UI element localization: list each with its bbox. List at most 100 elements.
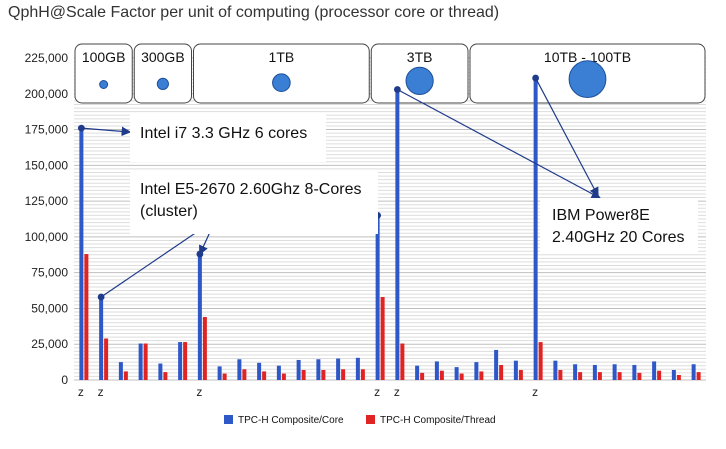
annotation-arrow (397, 88, 602, 199)
annotation-arrow (535, 77, 599, 198)
bar-core (99, 296, 104, 380)
y-tick-label: 175,000 (25, 123, 69, 137)
bar-core (138, 343, 143, 380)
group-bubble (272, 73, 291, 92)
y-tick-label: 125,000 (25, 194, 69, 208)
annotation-text: IBM Power8E (552, 207, 650, 224)
bar-core (513, 360, 518, 380)
bar-core (237, 359, 242, 380)
annotation-box (130, 114, 326, 162)
data-point-marker (77, 124, 85, 132)
bar-thread (657, 370, 662, 380)
z-label: z (532, 385, 538, 399)
y-tick-label: 75,000 (31, 266, 68, 280)
bar-core (296, 359, 301, 380)
bar-thread (400, 343, 405, 380)
bar-thread (301, 369, 306, 380)
legend-swatch (224, 415, 233, 424)
bar-thread (637, 372, 642, 380)
bar-core (257, 362, 262, 380)
group-bubble (156, 77, 169, 91)
bar-thread (499, 364, 504, 380)
bar-thread (538, 342, 543, 380)
bar-thread (479, 371, 484, 380)
bar-core (573, 364, 578, 380)
bar-core (355, 357, 360, 380)
bar-thread (360, 369, 365, 380)
annotation-text: Intel i7 3.3 GHz 6 cores (140, 125, 307, 142)
bar-thread (518, 369, 523, 380)
z-label: z (374, 385, 380, 399)
data-point-marker (393, 86, 401, 93)
bar-thread (84, 254, 89, 380)
y-tick-label: 225,000 (25, 51, 69, 65)
bar-thread (341, 369, 346, 380)
bar-core (217, 366, 222, 380)
legend-label: TPC-H Composite/Thread (380, 415, 496, 426)
group-bubble (99, 80, 109, 89)
bar-thread (676, 374, 681, 380)
z-label: z (98, 385, 104, 399)
z-label: z (196, 385, 202, 399)
bar-core (652, 361, 657, 380)
chart-title: QphH@Scale Factor per unit of computing … (8, 4, 500, 21)
bar-core (592, 364, 597, 380)
bar-thread (439, 370, 444, 380)
y-tick-label: 50,000 (31, 301, 68, 315)
bar-thread (143, 343, 148, 380)
group-label: 10TB - 100TB (544, 49, 631, 65)
group-bubble (568, 60, 607, 98)
bar-core (415, 365, 420, 380)
bar-core (336, 358, 341, 380)
bar-thread (163, 372, 168, 380)
bar-thread (558, 369, 563, 380)
bar-core (474, 362, 479, 380)
bar-core (158, 363, 163, 380)
group-label: 1TB (269, 49, 295, 65)
y-tick-label: 200,000 (25, 87, 69, 101)
z-label: z (394, 385, 400, 399)
bar-thread (242, 369, 247, 380)
z-label: z (78, 385, 84, 399)
bar-core (494, 349, 499, 380)
bar-core (197, 254, 202, 380)
bar-thread (104, 338, 109, 380)
annotation-box (130, 172, 378, 234)
y-tick-label: 25,000 (31, 337, 68, 351)
group-label: 3TB (407, 49, 433, 65)
legend-swatch (366, 415, 375, 424)
bar-core (79, 128, 84, 380)
bar-core (395, 89, 400, 381)
y-tick-label: 100,000 (25, 230, 69, 244)
annotation-arrow (81, 126, 132, 137)
annotation-text: (cluster) (140, 203, 198, 220)
data-point-marker (97, 293, 105, 301)
bar-thread (183, 342, 188, 380)
annotation-text: 2.40GHz 20 Cores (552, 229, 685, 246)
bar-core (632, 364, 637, 380)
group-box (133, 43, 192, 104)
legend-label: TPC-H Composite/Core (238, 415, 344, 426)
group-bubble (405, 66, 434, 96)
bar-core (375, 215, 380, 380)
bar-core (533, 78, 538, 380)
bar-core (276, 365, 281, 380)
bar-thread (262, 371, 267, 380)
group-label: 100GB (82, 49, 126, 65)
bar-core (671, 369, 676, 380)
bar-core (178, 342, 183, 380)
bar-core (316, 359, 321, 380)
bar-thread (222, 373, 227, 380)
bar-core (434, 361, 439, 380)
group-label: 300GB (141, 49, 185, 65)
bar-thread (578, 372, 583, 380)
bar-thread (696, 372, 701, 380)
group-box (74, 43, 133, 104)
bar-thread (321, 369, 326, 380)
bar-core (118, 362, 123, 380)
y-tick-label: 150,000 (25, 158, 69, 172)
bar-thread (281, 373, 286, 380)
bar-thread (202, 317, 207, 380)
bar-thread (123, 371, 128, 380)
